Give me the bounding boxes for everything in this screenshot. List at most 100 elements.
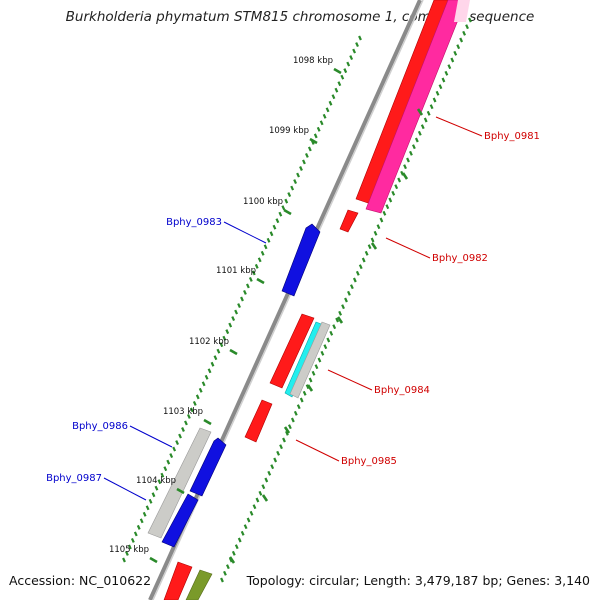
- right-track-dot: [391, 190, 396, 196]
- right-track-dot: [246, 517, 251, 523]
- gene-bphy-0982-block[interactable]: [339, 209, 359, 233]
- right-track-dot: [311, 370, 316, 376]
- left-track-dot: [127, 544, 132, 550]
- right-track-dot: [258, 490, 263, 496]
- left-track-dot: [228, 322, 233, 328]
- right-track-dot: [397, 177, 402, 183]
- gene-label[interactable]: Bphy_0985: [341, 456, 397, 467]
- right-track-dot: [329, 330, 334, 336]
- left-track-dot: [207, 368, 212, 374]
- right-track-dot: [450, 57, 455, 63]
- left-track-dot: [163, 466, 168, 472]
- right-track-dot: [237, 537, 242, 543]
- gene-bphy-0986-block[interactable]: [189, 437, 227, 497]
- left-track-dot: [184, 420, 188, 426]
- left-track-dot: [284, 198, 289, 204]
- left-track-dot: [269, 231, 274, 237]
- tick-label: 1102 kbp: [189, 337, 229, 347]
- right-track-dot: [255, 497, 260, 503]
- right-track-dot: [231, 550, 236, 556]
- left-track-dot: [198, 387, 203, 393]
- right-track-dot: [438, 84, 443, 90]
- gene-leader-line: [327, 369, 373, 391]
- right-track-dot: [326, 337, 331, 343]
- major-tick-mark: [149, 556, 158, 564]
- left-track-dot: [331, 94, 336, 100]
- major-tick-mark: [256, 277, 265, 285]
- gene-leader-line: [295, 439, 340, 462]
- left-track-dot: [166, 459, 171, 465]
- right-track-dot: [403, 164, 407, 170]
- left-track-dot: [322, 113, 327, 119]
- left-track-dot: [307, 146, 312, 152]
- right-track-dot: [223, 570, 227, 576]
- right-track-dot: [409, 150, 413, 156]
- tick-label: 1105 kbp: [109, 545, 149, 555]
- right-track-dot: [423, 117, 428, 123]
- track-marker: [416, 108, 424, 116]
- left-track-dot: [210, 361, 215, 367]
- feature-track: [147, 0, 470, 600]
- tick-labels: 1098 kbp 1099 kbp 1100 kbp 1101 kbp 1102 kbp…: [109, 56, 424, 564]
- gene-bphy-0984-block[interactable]: [269, 313, 315, 389]
- right-track-dot: [429, 104, 434, 110]
- gene-label[interactable]: Bphy_0981: [484, 131, 540, 142]
- left-track-dot: [151, 492, 156, 498]
- left-track-dot: [328, 100, 333, 106]
- tick-label: 1103 kbp: [163, 407, 203, 417]
- gene-label[interactable]: Bphy_0987: [46, 473, 102, 484]
- track-marker: [306, 384, 314, 392]
- rna-bphy-0981-block[interactable]: [365, 0, 467, 214]
- right-track-dot: [332, 324, 337, 330]
- left-track-dot: [175, 440, 180, 446]
- gene-labels: Bphy_0981 Bphy_0982 Bphy_0983 Bphy_0984 Bphy…: [46, 116, 540, 501]
- right-track-dot: [317, 357, 322, 363]
- right-track-dot: [394, 184, 399, 190]
- gene-label[interactable]: Bphy_0984: [374, 385, 430, 396]
- right-track-dot: [267, 470, 272, 476]
- left-track-dot: [192, 400, 197, 406]
- gene-bphy-0983-block[interactable]: [281, 223, 321, 297]
- right-track-dot: [296, 404, 301, 410]
- left-track-dot: [136, 524, 141, 530]
- right-track-dot: [373, 230, 378, 236]
- bottom-olive-block[interactable]: [185, 569, 213, 600]
- rna-top-light-block: [454, 0, 470, 22]
- right-track-dot: [261, 484, 266, 490]
- other-feature-block-2[interactable]: [147, 427, 212, 539]
- left-track-dot: [243, 290, 247, 295]
- major-tick-mark: [229, 348, 238, 356]
- left-track-dot: [293, 179, 298, 185]
- left-track-dot: [186, 413, 191, 419]
- gene-bphy-0987-block[interactable]: [161, 493, 199, 548]
- left-track-dot: [287, 192, 292, 198]
- left-track-dot: [142, 511, 147, 517]
- right-track-dot: [414, 137, 419, 143]
- gene-label[interactable]: Bphy_0982: [432, 253, 488, 264]
- gene-leader-line: [223, 221, 267, 244]
- left-track-dot: [260, 250, 265, 256]
- left-track-dot: [122, 557, 126, 563]
- major-tick-mark: [203, 418, 212, 426]
- left-track-dot: [216, 348, 221, 354]
- bottom-red-block[interactable]: [163, 561, 193, 600]
- left-track-dot: [145, 505, 150, 511]
- gene-label[interactable]: Bphy_0983: [166, 217, 222, 228]
- right-track-dot: [226, 564, 230, 570]
- right-track-dot: [367, 244, 372, 250]
- right-track-dot: [456, 44, 461, 50]
- left-track-dot: [304, 152, 309, 158]
- gene-bphy-0985-block[interactable]: [244, 399, 273, 443]
- left-track-dot: [334, 87, 339, 93]
- major-tick-mark: [309, 137, 318, 145]
- right-track-dot: [382, 210, 387, 216]
- left-track-dot: [346, 61, 351, 67]
- gene-label[interactable]: Bphy_0986: [72, 421, 128, 432]
- left-track-dot: [302, 159, 306, 165]
- right-track-dot: [426, 110, 431, 116]
- right-track-dot: [299, 397, 304, 403]
- right-track-dot: [465, 24, 469, 30]
- other-feature-block-1[interactable]: [289, 321, 331, 399]
- left-track-dot: [240, 296, 244, 302]
- left-track-dot: [157, 479, 162, 485]
